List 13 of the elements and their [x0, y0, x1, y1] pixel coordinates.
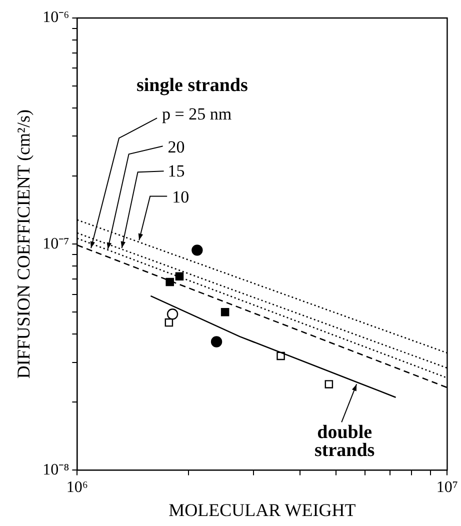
annotation: double strands [314, 422, 375, 462]
y-tick-label: 10⁻⁸ [42, 461, 70, 478]
y-tick-label: 10⁻⁶ [42, 9, 70, 26]
annotation: 15 [168, 162, 185, 181]
x-tick-label: 10⁶ [66, 479, 88, 496]
annotation: p = 25 nm [162, 104, 232, 124]
annotation: 10 [172, 188, 190, 207]
x-tick-label: 10⁷ [436, 479, 458, 496]
annotation: 20 [168, 138, 185, 157]
y-tick-label: 10⁻⁷ [42, 235, 70, 252]
annotation: single strands [136, 74, 248, 96]
y-axis-title: DIFFUSION COEFFICIENT (cm²/s) [14, 110, 34, 379]
x-axis-title: MOLECULAR WEIGHT [168, 500, 356, 520]
